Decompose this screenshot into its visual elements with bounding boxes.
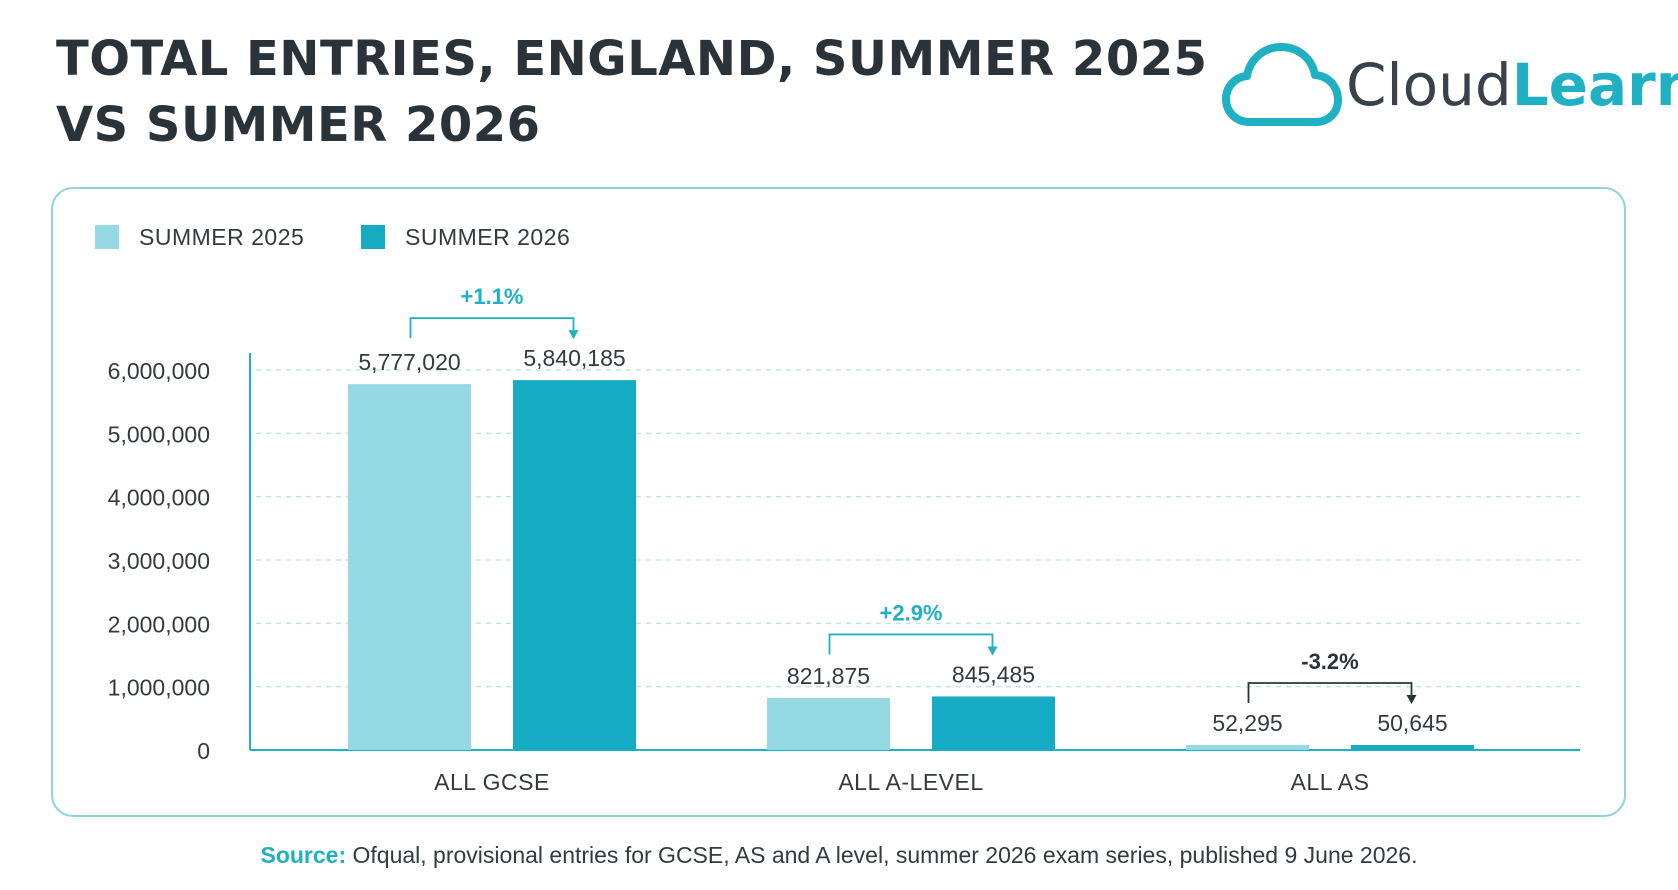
x-category-label: ALL GCSE [434,769,550,795]
chart-title-line-2: VS SUMMER 2026 [56,97,541,153]
change-arrow-head [1406,695,1417,704]
value-label: 5,840,185 [523,345,625,371]
change-arrow-head [987,646,998,656]
source-label: Source: [260,842,347,868]
source-text: Ofqual, provisional entries for GCSE, AS… [346,842,1418,868]
bar-summer-2025 [767,697,890,750]
chart-title: TOTAL ENTRIES, ENGLAND, SUMMER 2025 VS S… [56,26,1208,158]
value-label: 52,295 [1212,710,1282,736]
source-note: Source: Ofqual, provisional entries for … [0,842,1678,869]
change-bracket [1247,682,1413,703]
value-label: 50,645 [1377,710,1447,736]
bar-summer-2026 [932,696,1055,750]
legend-label-summer-2025: SUMMER 2025 [139,224,305,250]
y-tick-label: 0 [197,738,210,764]
bar-summer-2026 [513,380,636,750]
cloud-icon [1222,43,1342,126]
y-tick-label: 1,000,000 [108,675,210,701]
value-label: 845,485 [952,661,1035,687]
x-category-label: ALL A-LEVEL [838,769,983,795]
y-tick-label: 3,000,000 [108,548,210,574]
change-bracket [828,633,994,655]
bar-summer-2026 [1351,745,1474,750]
value-label: 821,875 [787,663,870,689]
x-category-label: ALL AS [1291,769,1370,795]
value-label: 5,777,020 [358,349,460,375]
legend-label-summer-2026: SUMMER 2026 [405,224,571,250]
y-tick-label: 4,000,000 [108,485,210,511]
y-tick-label: 5,000,000 [108,421,210,447]
change-arrow-head [568,330,579,340]
logo-wordmark: CloudLearn [1346,52,1678,118]
y-tick-label: 2,000,000 [108,611,210,637]
logo-text-learn: Learn [1511,51,1678,119]
legend-swatch-summer-2026 [361,225,385,249]
change-percent-label: +1.1% [461,284,524,309]
y-tick-label: 6,000,000 [108,358,210,384]
change-percent-label: +2.9% [880,600,943,625]
bar-summer-2025 [348,384,471,750]
change-bracket [409,317,575,339]
legend-swatch-summer-2025 [95,225,119,249]
cloudlearn-logo: CloudLearn [1220,40,1678,130]
logo-text-cloud: Cloud [1346,51,1512,119]
change-percent-label: -3.2% [1301,649,1358,674]
chart-title-line-1: TOTAL ENTRIES, ENGLAND, SUMMER 2025 [56,31,1208,87]
bar-summer-2025 [1186,745,1309,750]
